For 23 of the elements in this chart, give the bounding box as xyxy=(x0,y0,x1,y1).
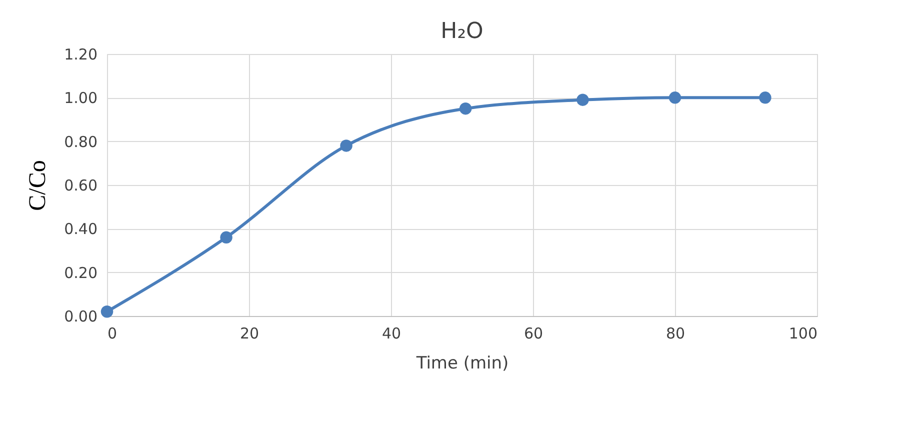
x-tick-label: 40 xyxy=(382,324,402,342)
x-tick-label: 0 xyxy=(108,324,118,342)
y-axis-title: C/Co xyxy=(25,160,52,211)
x-tick-label: 20 xyxy=(240,324,260,342)
point xyxy=(759,92,772,104)
y-tick-label: 0.60 xyxy=(64,176,98,194)
point xyxy=(459,102,472,115)
y-tick-label: 0.40 xyxy=(64,220,98,238)
point xyxy=(668,92,682,104)
x-axis-title: Time (min) xyxy=(415,354,509,374)
y-tick-label: 0.80 xyxy=(64,132,98,151)
y-tick-label: 1.20 xyxy=(64,46,98,64)
x-tick-label: 100 xyxy=(788,324,818,342)
chart-title: H₂O xyxy=(440,19,484,44)
point xyxy=(100,306,114,318)
point xyxy=(576,94,589,106)
y-tick-label: 1.00 xyxy=(64,89,98,108)
x-tick-label: 80 xyxy=(666,324,686,342)
y-tick-label: 0.00 xyxy=(64,308,98,326)
y-tick-label: 0.20 xyxy=(64,264,98,282)
x-tick-label: 60 xyxy=(524,324,544,342)
point xyxy=(220,231,232,244)
point xyxy=(340,140,352,152)
